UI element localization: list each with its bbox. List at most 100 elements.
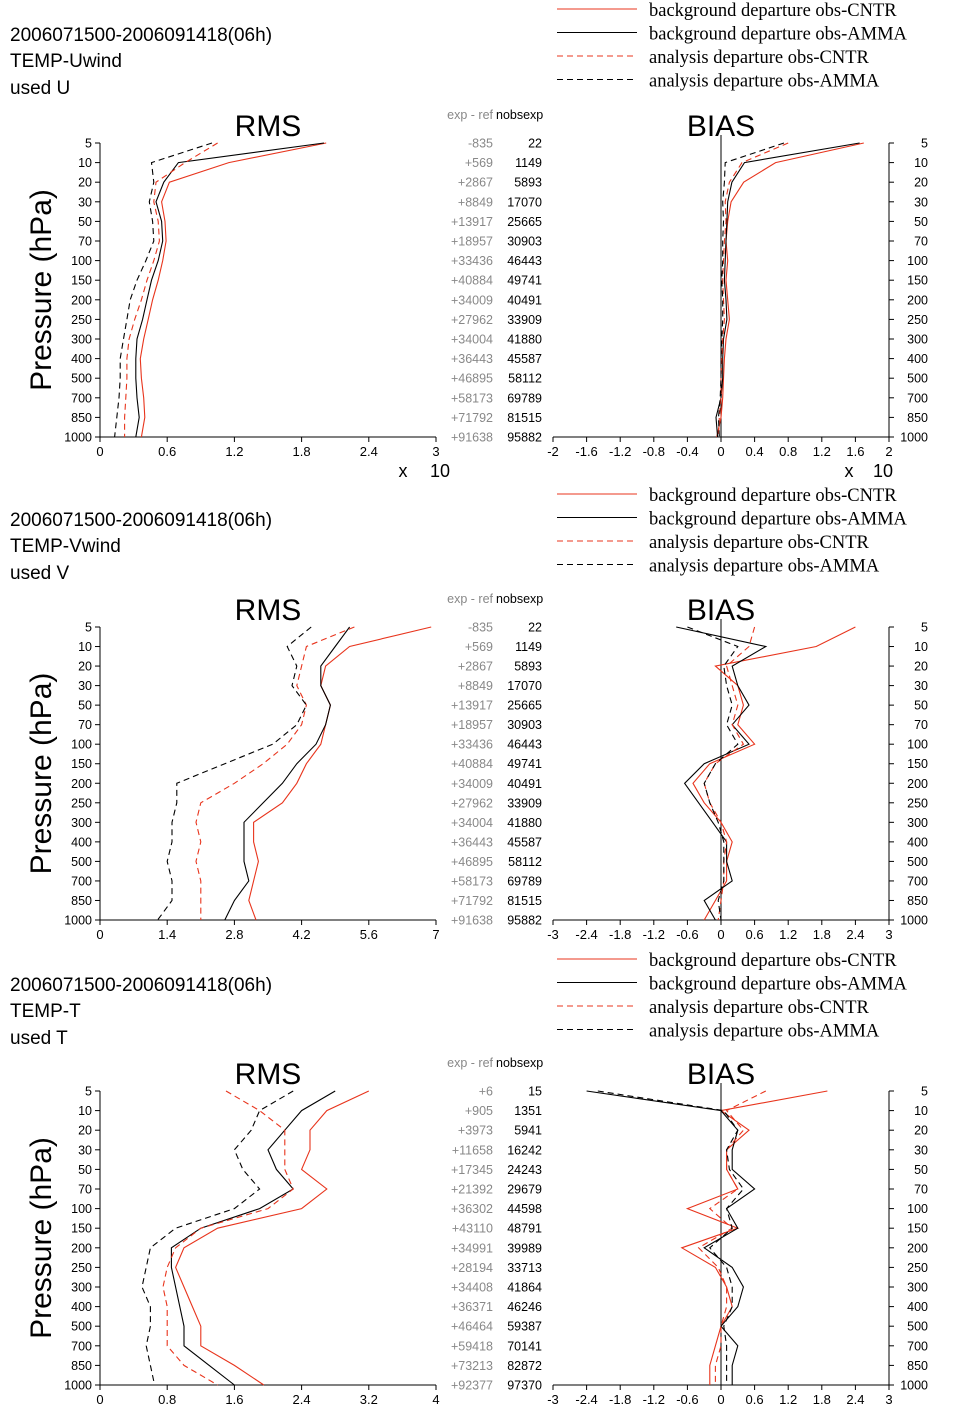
- nobs-value: 25665: [507, 215, 542, 229]
- nobs-value: 1149: [515, 640, 542, 654]
- nobs-value: 30903: [507, 235, 542, 249]
- bias-x-tick-label: -3: [547, 1392, 559, 1407]
- exp-ref-value: +46464: [451, 1320, 493, 1334]
- bias-x-tick-label: -2.4: [575, 927, 597, 942]
- bias-x-tick-label: 1.8: [813, 1392, 831, 1407]
- bias-y-tick-label: 30: [914, 679, 928, 693]
- bias-y-tick-label: 150: [907, 757, 928, 771]
- rms-title: RMS: [235, 594, 302, 627]
- nobs-value: 39989: [507, 1241, 542, 1255]
- rms-title: RMS: [235, 1058, 302, 1091]
- bias-x-tick-label: -1.2: [643, 927, 665, 942]
- nobs-value: 97370: [507, 1379, 542, 1393]
- nobs-value: 41880: [507, 816, 542, 830]
- exp-ref-value: +18957: [451, 718, 493, 732]
- variable-label: TEMP-Uwind: [10, 51, 122, 72]
- rms-y-tick-label: 300: [71, 1281, 92, 1295]
- variable-label: TEMP-T: [10, 1001, 81, 1022]
- nobs-value: 58112: [508, 372, 542, 386]
- bias-series-line: [597, 1090, 745, 1385]
- exp-ref-value: +36302: [451, 1202, 493, 1216]
- bias-x-tick-label: 3: [885, 1392, 892, 1407]
- bias-x-tick-label: 0.8: [779, 444, 797, 459]
- nobs-value: 33909: [507, 313, 542, 327]
- exp-ref-value: +3973: [458, 1124, 493, 1138]
- rms-y-tick-label: 5: [85, 621, 92, 635]
- nobs-header: nobsexp: [496, 592, 543, 606]
- exp-ref-value: +34991: [451, 1241, 493, 1255]
- rms-x-tick-label: 2.8: [225, 927, 243, 942]
- rms-y-tick-label: 500: [71, 855, 92, 869]
- bias-x-tick-label: 0.6: [746, 1392, 764, 1407]
- legend-entry: background departure obs-CNTR: [649, 1, 897, 21]
- rms-y-tick-label: 250: [71, 796, 92, 810]
- bias-x-tick-label: 2.4: [846, 1392, 864, 1407]
- bias-y-tick-label: 20: [914, 176, 928, 190]
- rms-series-line: [224, 626, 351, 921]
- used-label: used T: [10, 1028, 68, 1049]
- bias-y-tick-label: 250: [907, 313, 928, 327]
- bias-y-tick-label: 5: [921, 621, 928, 635]
- rms-y-tick-label: 1000: [64, 431, 92, 445]
- bias-x-tick-label: -1.6: [575, 444, 597, 459]
- bias-y-tick-label: 400: [907, 835, 928, 849]
- rms-series-line: [157, 626, 312, 921]
- nobs-value: 41880: [507, 333, 542, 347]
- bias-y-tick-label: 20: [914, 660, 928, 674]
- exp-ref-value: +569: [465, 640, 493, 654]
- bias-x-tick-label: 2: [885, 444, 892, 459]
- rms-scale-value: 10: [430, 461, 450, 481]
- bias-y-tick-label: 250: [907, 796, 928, 810]
- rms-y-tick-label: 850: [71, 1359, 92, 1373]
- rms-series-line: [195, 626, 355, 920]
- rms-y-tick-label: 50: [78, 1163, 92, 1177]
- bias-series-line: [680, 1090, 828, 1385]
- bias-x-tick-label: -1.2: [609, 444, 631, 459]
- nobs-value: 81515: [507, 894, 542, 908]
- bias-x-tick-label: 1.2: [779, 1392, 797, 1407]
- exp-ref-value: +71792: [451, 411, 493, 425]
- exp-ref-value: -835: [468, 621, 493, 635]
- nobs-value: 30903: [507, 718, 542, 732]
- nobs-value: 49741: [507, 757, 542, 771]
- rms-y-tick-label: 850: [71, 894, 92, 908]
- rms-x-tick-label: 0: [96, 1392, 103, 1407]
- legend-entry: background departure obs-CNTR: [649, 486, 897, 506]
- bias-y-tick-label: 100: [907, 254, 928, 268]
- legend-entry: background departure obs-CNTR: [649, 951, 897, 971]
- bias-y-tick-label: 10: [914, 1104, 928, 1118]
- nobs-value: 24243: [507, 1163, 542, 1177]
- rms-x-tick-label: 4: [432, 1392, 439, 1407]
- rms-series-line: [175, 1090, 370, 1386]
- exp-ref-value: +28194: [451, 1261, 493, 1275]
- nobs-value: 41864: [507, 1281, 542, 1295]
- nobs-value: 22: [528, 137, 542, 151]
- rms-y-tick-label: 5: [85, 1085, 92, 1099]
- rms-y-tick-label: 300: [71, 816, 92, 830]
- exp-ref-value: +59418: [451, 1339, 493, 1353]
- bias-y-tick-label: 5: [921, 1085, 928, 1099]
- bias-y-tick-label: 30: [914, 1143, 928, 1157]
- bias-y-tick-label: 70: [914, 718, 928, 732]
- exp-ref-value: +17345: [451, 1163, 493, 1177]
- nobs-value: 44598: [507, 1202, 542, 1216]
- exp-ref-header: exp - ref: [447, 108, 493, 122]
- rms-y-tick-label: 200: [71, 293, 92, 307]
- rms-y-tick-label: 200: [71, 1241, 92, 1255]
- rms-x-tick-label: 1.6: [225, 1392, 243, 1407]
- rms-series-line: [124, 142, 218, 437]
- bias-x-tick-label: -3: [547, 927, 559, 942]
- nobs-value: 16242: [507, 1143, 542, 1157]
- legend-entry: analysis departure obs-AMMA: [649, 72, 880, 92]
- nobs-value: 15: [528, 1085, 542, 1099]
- rms-x-tick-label: 1.2: [225, 444, 243, 459]
- nobs-value: 40491: [507, 777, 542, 791]
- exp-ref-value: +92377: [451, 1379, 493, 1393]
- exp-ref-value: -835: [468, 137, 493, 151]
- bias-x-tick-label: -0.4: [676, 444, 698, 459]
- rms-x-tick-label: 1.4: [158, 927, 176, 942]
- bias-x-tick-label: -2: [547, 444, 559, 459]
- bias-series-line: [692, 626, 856, 921]
- bias-y-tick-label: 200: [907, 1241, 928, 1255]
